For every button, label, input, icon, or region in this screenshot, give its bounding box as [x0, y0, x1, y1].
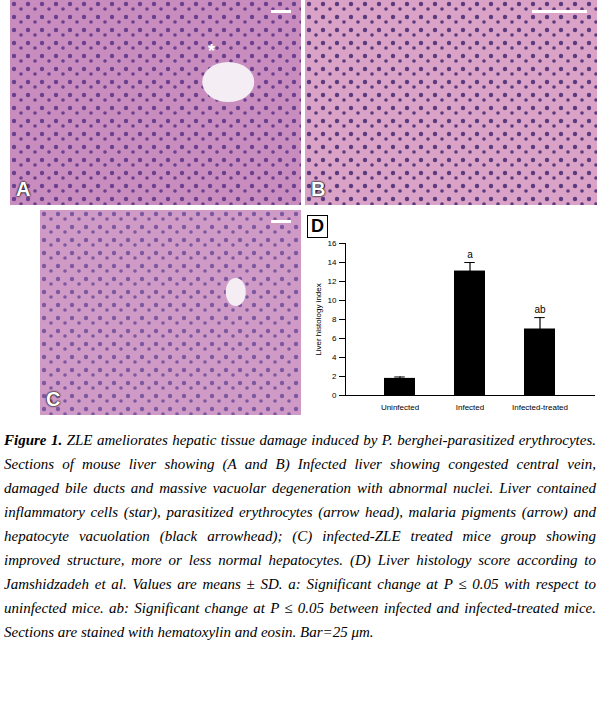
svg-text:2: 2 — [332, 372, 337, 381]
svg-text:8: 8 — [332, 315, 337, 324]
svg-text:16: 16 — [328, 239, 337, 248]
svg-text:Uninfected: Uninfected — [381, 403, 419, 412]
html-text:A: A — [16, 178, 31, 200]
svg-text:10: 10 — [328, 296, 337, 305]
svg-text:Infected-treated: Infected-treated — [512, 403, 568, 412]
html-text:Figure 1. ZLE ameliorates hepa: Figure 1. ZLE ameliorates hepatic tissue… — [4, 432, 596, 640]
svg-text:6: 6 — [332, 334, 337, 343]
svg-text:14: 14 — [328, 258, 337, 267]
svg-text:12: 12 — [328, 277, 337, 286]
svg-text:Infected: Infected — [456, 403, 484, 412]
html-text:D: D — [311, 216, 324, 236]
svg-text:ab: ab — [534, 304, 546, 315]
svg-text:0: 0 — [332, 391, 337, 400]
svg-text:a: a — [467, 249, 473, 260]
svg-text:4: 4 — [332, 353, 337, 362]
svg-text:Liver histology index: Liver histology index — [314, 283, 323, 355]
html-text:C: C — [46, 388, 61, 410]
html-text:B: B — [311, 178, 326, 200]
